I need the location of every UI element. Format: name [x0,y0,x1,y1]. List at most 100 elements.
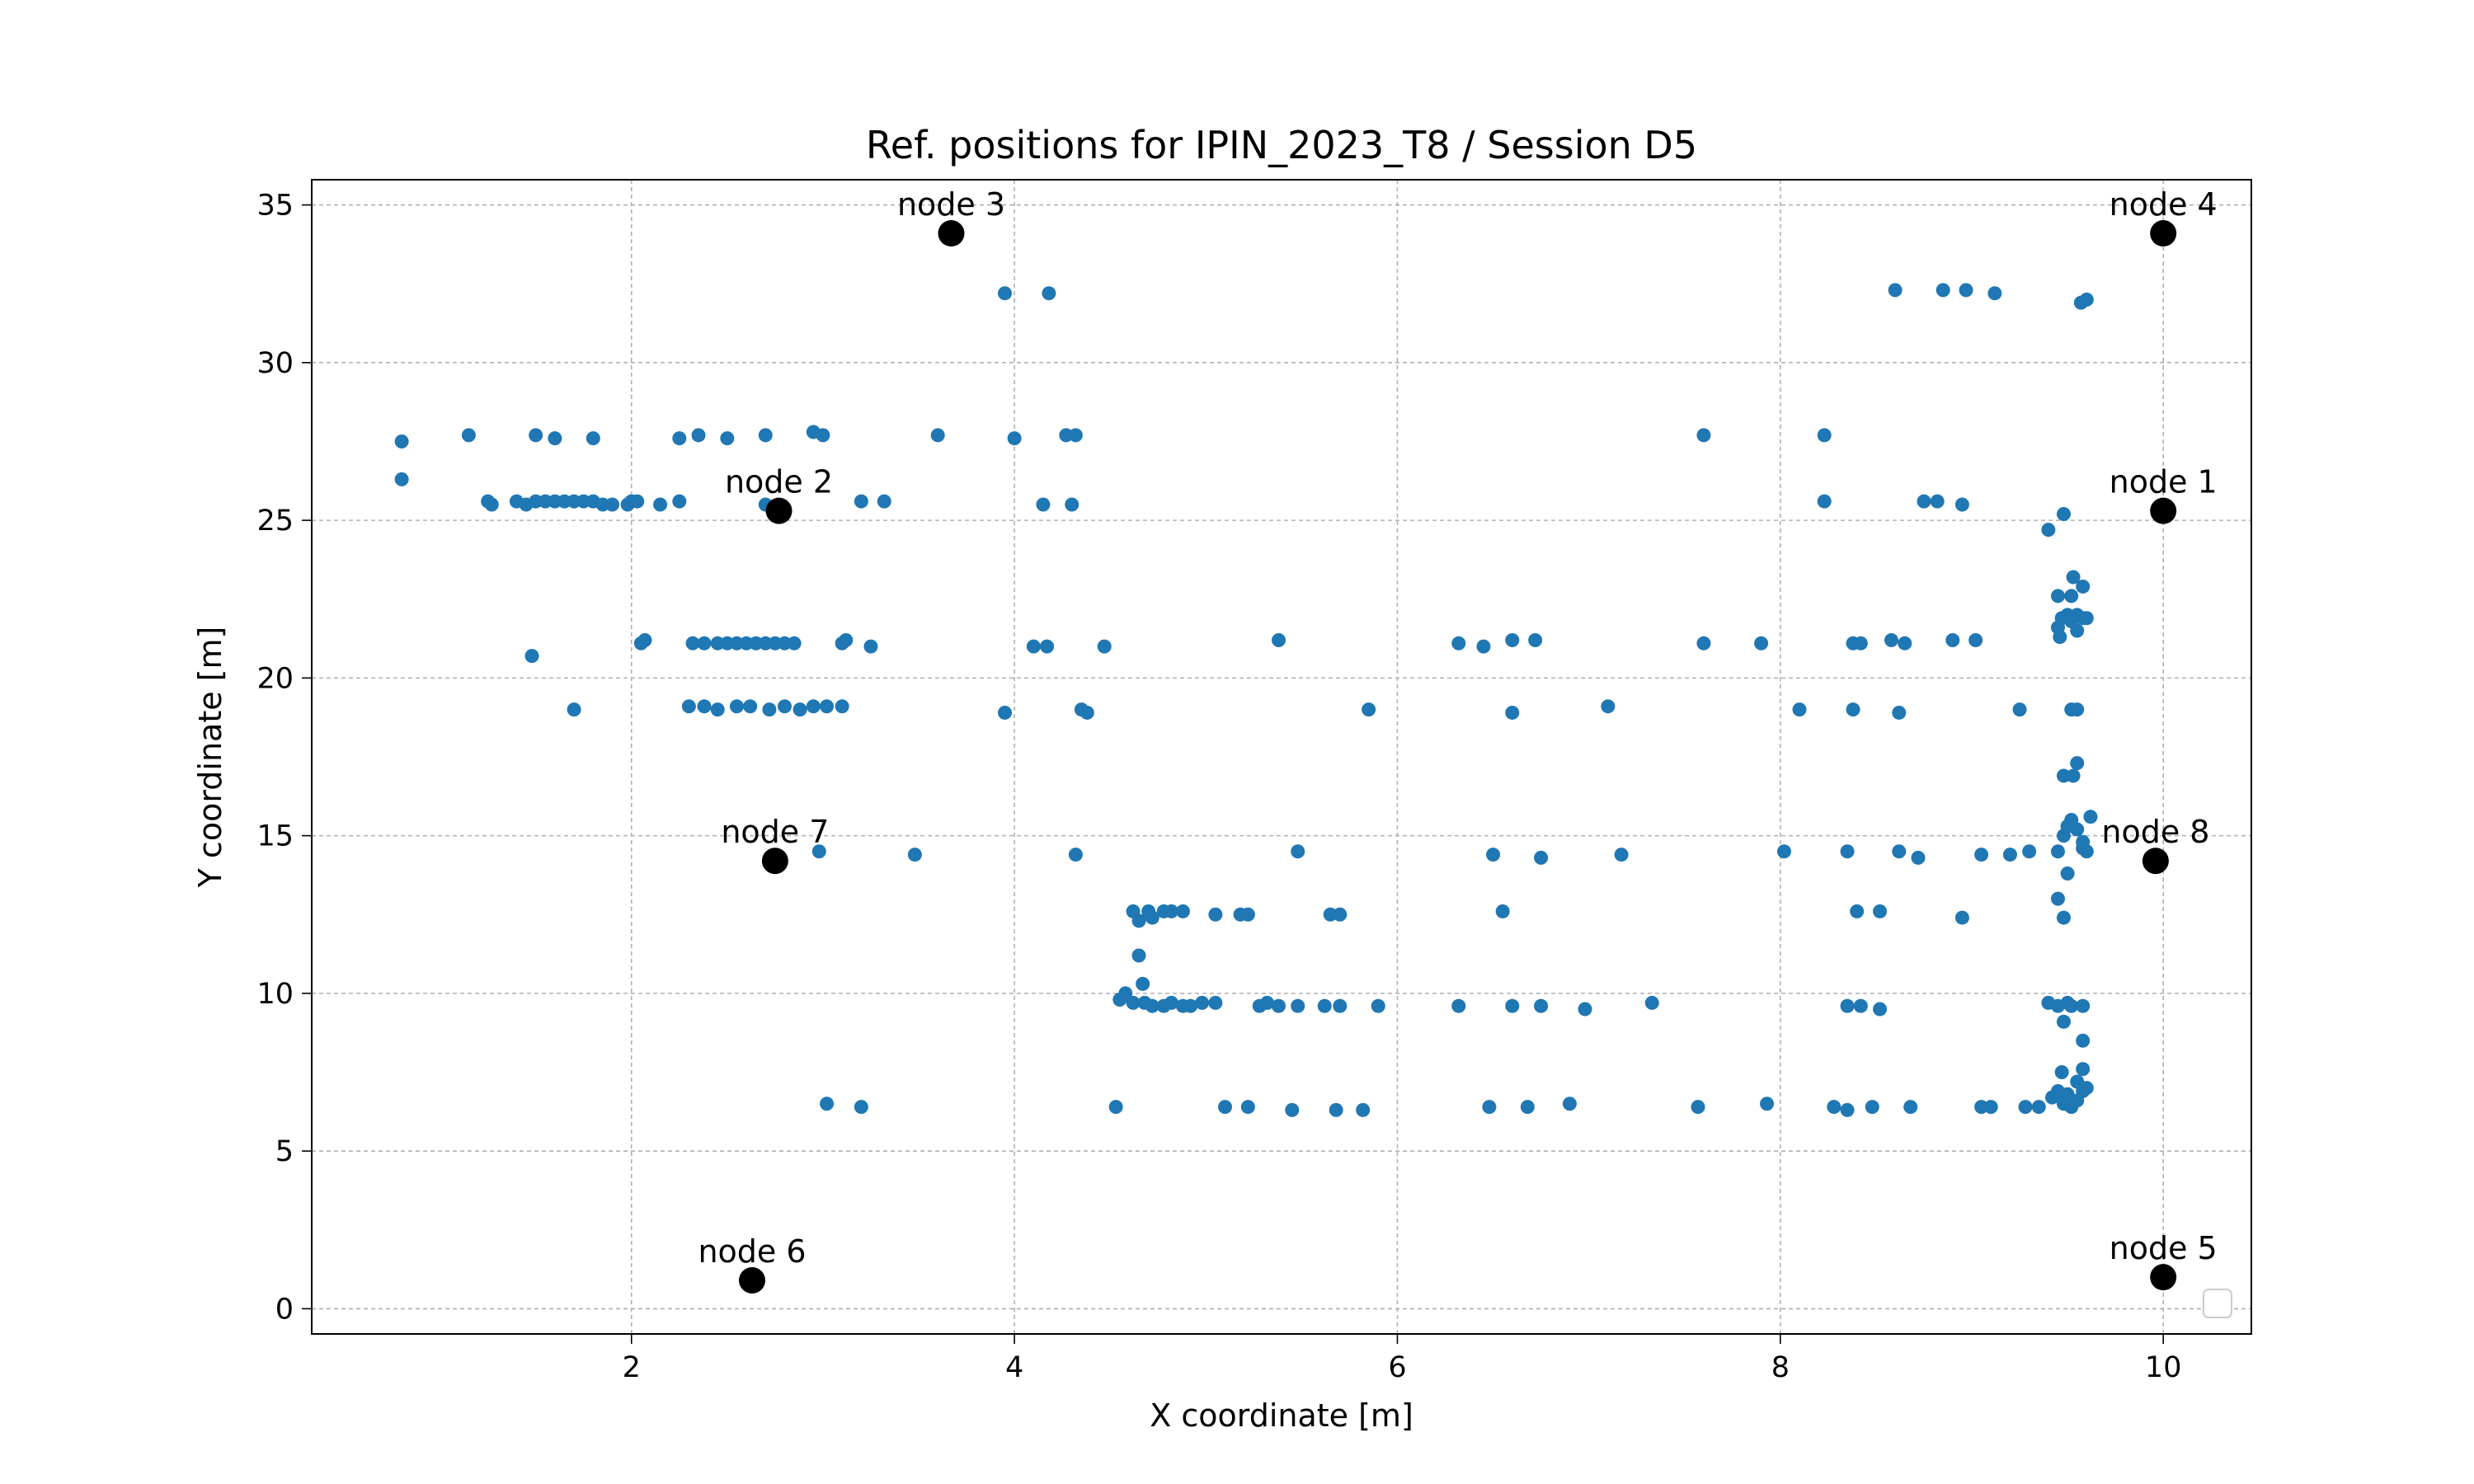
x-tick-label: 6 [1388,1351,1406,1384]
reference-point [1040,639,1055,654]
reference-point [1285,1102,1300,1117]
reference-point [1007,431,1022,446]
reference-point [1911,850,1926,865]
reference-point [2012,702,2027,717]
reference-point [1218,1100,1233,1115]
reference-point [2066,570,2081,585]
reference-point [681,699,696,714]
reference-point [930,428,945,443]
chart-title: Ref. positions for IPIN_2023_T8 / Sessio… [866,123,1697,167]
reference-point [2060,866,2075,881]
reference-point [1696,636,1711,650]
reference-point [997,705,1012,720]
reference-point [863,639,878,654]
reference-point [2076,1062,2091,1077]
reference-point [1451,998,1466,1013]
reference-point [1930,494,1945,509]
reference-point [1850,904,1865,918]
reference-point [762,702,777,717]
reference-point [1136,976,1150,991]
node-label: node 3 [897,186,1005,223]
reference-point [1792,702,1807,717]
reference-point [672,431,687,446]
reference-point [1505,632,1520,647]
reference-point [1026,639,1041,654]
reference-point [1776,844,1791,859]
reference-point [2060,1093,2075,1108]
reference-point [854,1100,868,1115]
reference-point [1853,636,1868,650]
reference-point [2076,579,2091,594]
reference-point [816,428,830,443]
reference-point [1954,497,1969,512]
reference-point [672,494,687,509]
x-axis-label: X coordinate [m] [1150,1397,1413,1434]
reference-point [2056,506,2071,521]
reference-point [1892,844,1907,859]
x-tick-label: 2 [623,1351,641,1384]
reference-point [2083,810,2098,824]
reference-point [1696,428,1711,443]
reference-point [529,428,543,443]
reference-point [710,702,725,717]
reference-point [907,848,922,862]
reference-point [461,428,476,443]
reference-point [1208,907,1223,922]
reference-point [835,699,849,714]
reference-point [1145,910,1159,925]
reference-point [1760,1097,1775,1111]
reference-point [1175,904,1190,918]
reference-point [2076,1033,2091,1048]
reference-point [1817,428,1832,443]
reference-point [2070,822,2085,837]
reference-point [1126,995,1141,1010]
reference-point [2031,1100,2046,1115]
y-tick-label: 30 [256,347,294,380]
reference-point [1505,705,1520,720]
node-marker [2142,848,2169,875]
reference-point [1240,907,1255,922]
reference-points [394,283,2098,1117]
reference-point [1317,998,1332,1013]
reference-point [653,497,668,512]
y-tick-label: 25 [256,505,294,538]
reference-point [691,428,706,443]
reference-point [1362,702,1376,717]
x-tick-label: 4 [1005,1351,1023,1384]
node-label: node 2 [725,464,833,500]
nodes: node 1 node 2 node 3 node 4 node 5 node 6 node… [698,186,2218,1294]
reference-point [1486,848,1501,862]
reference-point [1482,1100,1497,1115]
reference-point [1865,1100,1879,1115]
reference-point [811,844,826,859]
reference-point [1827,1100,1841,1115]
reference-point [1945,632,1960,647]
reference-point [1853,998,1868,1013]
reference-point [997,286,1012,301]
reference-point [877,494,891,509]
reference-point [854,494,868,509]
reference-point [2070,1074,2085,1089]
reference-point [637,632,652,647]
reference-point [484,497,499,512]
reference-point [1329,1102,1343,1117]
reference-point [1528,632,1543,647]
node-marker [739,1266,766,1294]
node-label: node 1 [2109,464,2218,500]
reference-point [1108,1100,1123,1115]
x-tick-label: 8 [1771,1351,1790,1384]
reference-point [1164,995,1178,1010]
reference-point [1959,283,1973,298]
reference-point [720,431,735,446]
node-label: node 4 [2109,186,2218,223]
reference-point [2050,844,2065,859]
node-label: node 8 [2101,814,2209,850]
reference-point [2056,910,2071,925]
reference-point [1840,1102,1855,1117]
reference-point [1884,632,1898,647]
reference-point [1097,639,1112,654]
node-label: node 7 [721,814,829,850]
reference-point [1208,995,1223,1010]
reference-point [1873,1002,1888,1017]
reference-point [605,497,620,512]
